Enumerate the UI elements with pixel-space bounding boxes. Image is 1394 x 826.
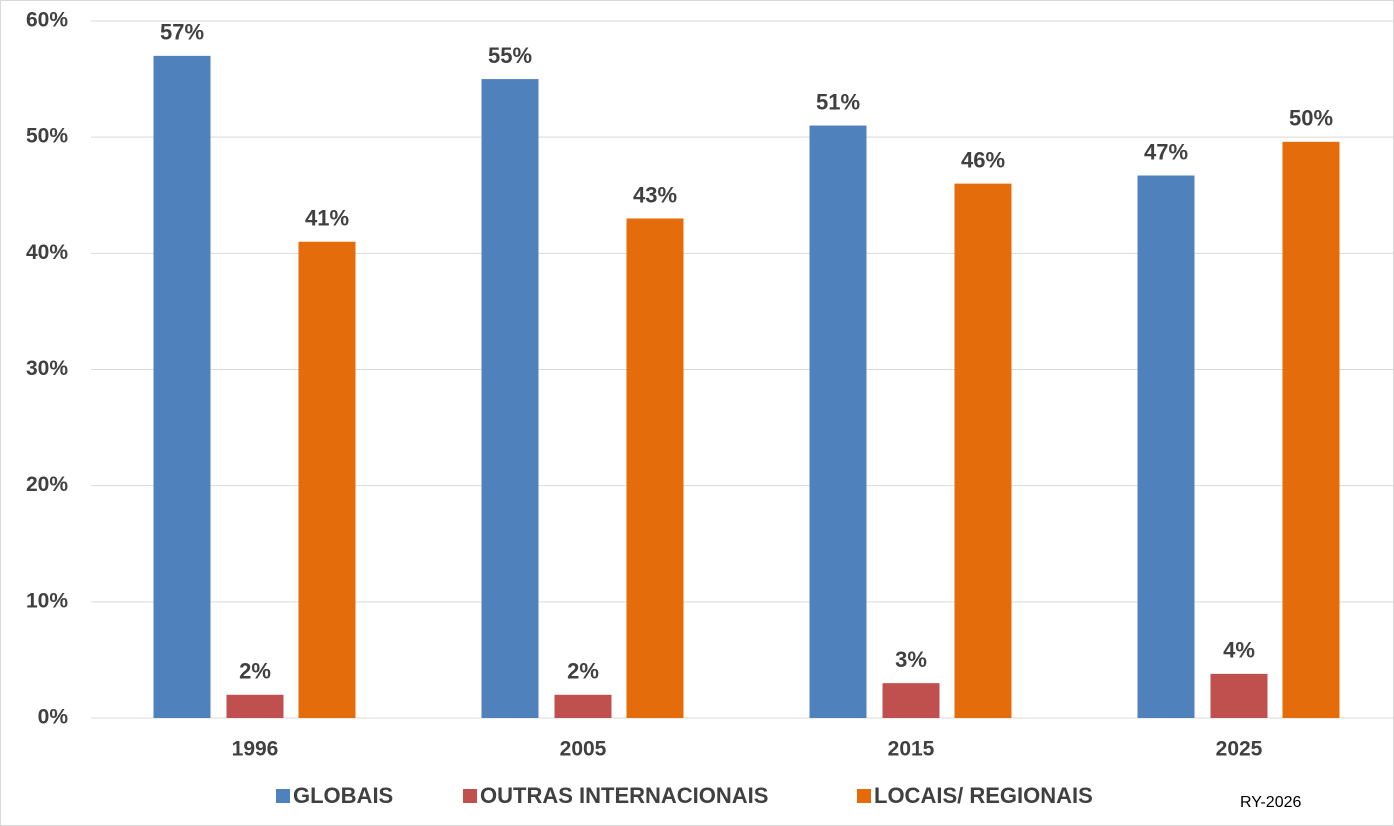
bar (1210, 673, 1268, 718)
legend-label: LOCAIS/ REGIONAIS (874, 783, 1093, 808)
legend-swatch (463, 789, 477, 803)
y-tick-label: 0% (38, 706, 69, 729)
x-tick-label: 2025 (1216, 738, 1263, 761)
value-label: 47% (1144, 139, 1188, 164)
y-tick-label: 40% (26, 241, 68, 264)
value-label: 4% (1223, 638, 1255, 663)
value-label: 2% (239, 659, 271, 684)
value-label: 2% (567, 659, 599, 684)
x-tick-label: 1996 (232, 738, 279, 761)
bar (298, 241, 356, 718)
bar (882, 683, 940, 718)
y-tick-label: 30% (26, 357, 68, 380)
value-label: 43% (633, 182, 677, 207)
bar (554, 694, 612, 718)
x-tick-label: 2005 (560, 738, 607, 761)
legend-swatch (857, 789, 871, 803)
bar (153, 55, 211, 719)
y-tick-label: 50% (26, 125, 68, 148)
bar (626, 218, 684, 718)
annotation: RY-2026 (1240, 794, 1301, 811)
value-label: 41% (305, 206, 349, 231)
bar (954, 183, 1012, 719)
bar (1282, 141, 1340, 718)
y-tick-label: 60% (26, 9, 68, 32)
value-label: 50% (1289, 106, 1333, 131)
value-label: 3% (895, 647, 927, 672)
y-tick-label: 20% (26, 473, 68, 496)
value-label: 51% (816, 89, 860, 114)
bar (1137, 175, 1195, 719)
x-tick-label: 2015 (888, 738, 935, 761)
legend-label: GLOBAIS (293, 783, 393, 808)
bar (481, 79, 539, 719)
bar (226, 694, 284, 718)
y-tick-label: 10% (26, 589, 68, 612)
legend-label: OUTRAS INTERNACIONAIS (480, 783, 768, 808)
value-label: 57% (160, 20, 204, 45)
legend-swatch (276, 789, 290, 803)
value-label: 55% (488, 43, 532, 68)
bar (809, 125, 867, 719)
value-label: 46% (961, 147, 1005, 172)
